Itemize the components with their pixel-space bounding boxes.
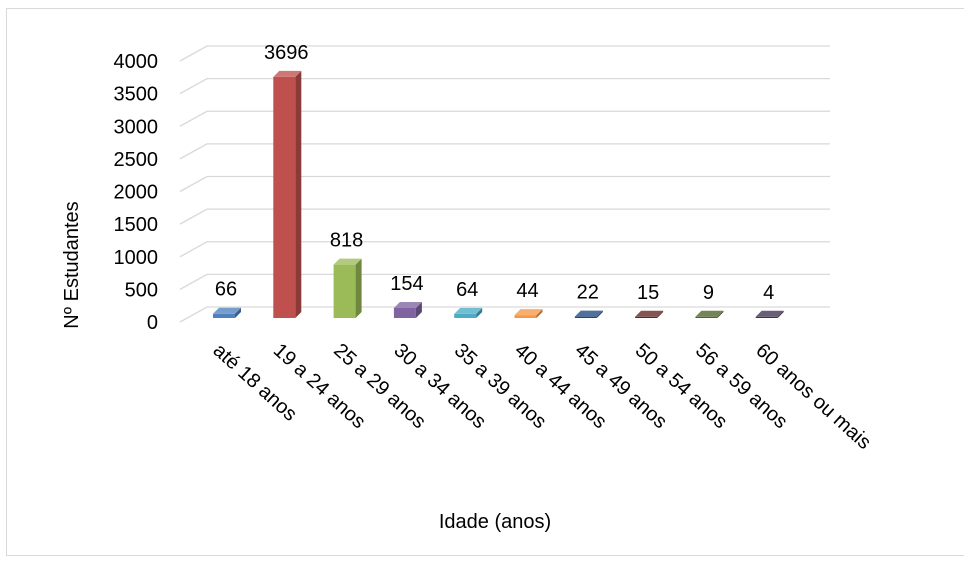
bar-front — [635, 316, 658, 318]
bar-side — [596, 310, 603, 318]
data-label: 4 — [763, 282, 774, 304]
y-tick-label: 1000 — [114, 247, 159, 269]
bar-front — [213, 313, 235, 318]
data-labels: 66 3696 818 154 64 44 22 15 9 4 — [215, 42, 774, 304]
bar-side — [355, 258, 362, 318]
bar-front — [695, 316, 718, 318]
bar-front — [333, 264, 356, 318]
bar-top — [454, 307, 483, 314]
bar — [213, 307, 241, 318]
bar-top — [635, 310, 664, 317]
gridline — [179, 77, 830, 95]
y-tick-label: 2500 — [114, 149, 159, 171]
bar — [755, 310, 784, 318]
gridline — [179, 306, 830, 323]
bar — [393, 301, 422, 318]
y-axis-title: Nº Estudantes — [61, 201, 83, 328]
data-label: 9 — [703, 282, 714, 304]
bar-side — [415, 301, 422, 318]
data-label: 64 — [456, 279, 478, 301]
data-label: 818 — [330, 230, 363, 252]
y-tick-label: 1500 — [114, 214, 159, 236]
bar-side — [777, 310, 784, 318]
bar-front — [514, 315, 537, 318]
bar-front — [574, 316, 597, 318]
bar-top — [273, 70, 302, 77]
bar-front — [755, 316, 778, 318]
gridline — [179, 241, 830, 258]
y-tick-label: 2000 — [114, 182, 159, 204]
bar-front — [273, 76, 296, 318]
bar — [514, 309, 543, 318]
chart-frame — [6, 8, 964, 556]
data-label: 44 — [516, 280, 538, 302]
bar-side — [657, 310, 664, 318]
bar-top — [213, 307, 241, 314]
gridlines — [179, 45, 830, 323]
bars — [213, 70, 784, 318]
data-label: 22 — [577, 282, 599, 304]
bar-top — [333, 258, 362, 265]
bar-top — [755, 310, 784, 317]
data-label: 15 — [637, 282, 659, 304]
bar-front — [454, 313, 477, 318]
y-tick-label: 4000 — [114, 51, 159, 73]
bar-top — [514, 309, 543, 316]
gridline — [179, 45, 830, 62]
bar — [333, 258, 362, 318]
gridline — [179, 175, 830, 193]
data-label: 66 — [215, 279, 237, 301]
bar-side — [295, 70, 302, 318]
bar — [574, 310, 603, 318]
y-tick-label: 0 — [147, 312, 158, 334]
y-axis-tick-labels: 0 500 1000 1500 2000 2500 3000 3500 4000 — [114, 51, 159, 334]
bar — [273, 70, 302, 318]
gridline — [179, 110, 830, 127]
bar — [635, 310, 664, 318]
bar-top — [695, 310, 724, 317]
bar-side — [536, 309, 543, 318]
bar-side — [235, 307, 241, 318]
bar-top — [574, 310, 603, 317]
gridline — [179, 208, 830, 225]
data-label: 154 — [390, 273, 423, 295]
bar-side — [717, 310, 724, 318]
gridline — [179, 273, 830, 290]
bar-side — [476, 307, 483, 318]
gridline — [179, 143, 830, 160]
data-label: 3696 — [264, 42, 309, 64]
y-tick-label: 3000 — [114, 116, 159, 138]
bar-top — [393, 301, 422, 308]
y-tick-label: 500 — [125, 279, 158, 301]
bar — [454, 307, 483, 318]
bar — [695, 310, 724, 318]
x-axis-title: Idade (anos) — [439, 511, 551, 533]
bar-front — [393, 307, 416, 318]
y-tick-label: 3500 — [114, 84, 159, 106]
